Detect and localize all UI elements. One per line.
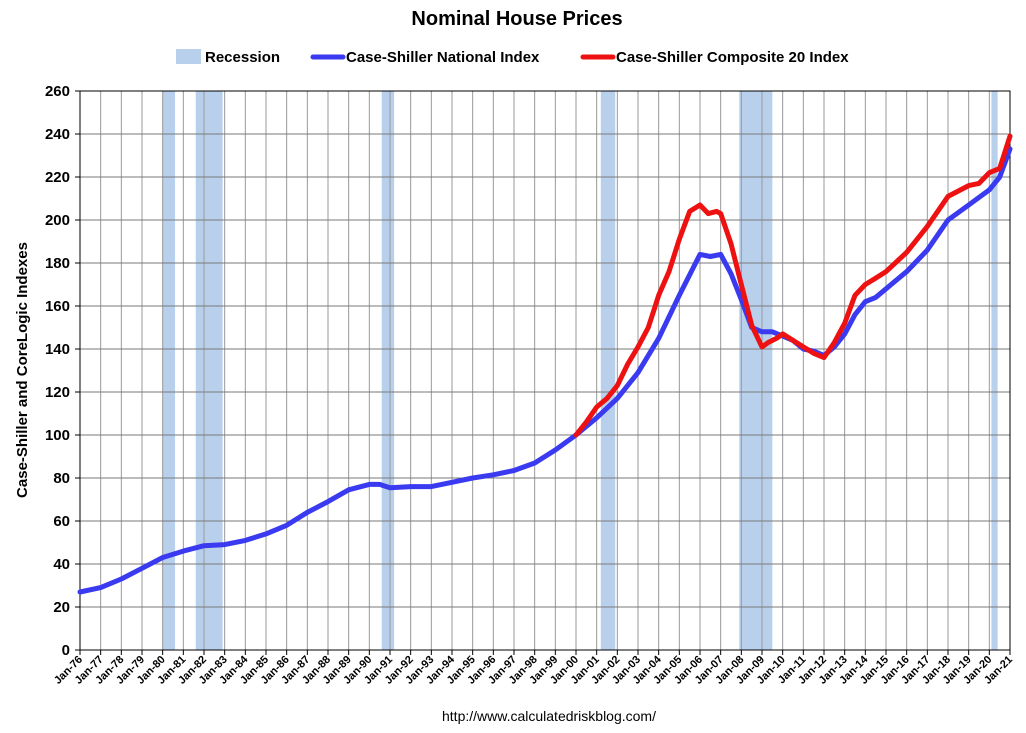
y-tick-label: 120 — [45, 384, 70, 401]
legend-label: Case-Shiller Composite 20 Index — [616, 49, 849, 66]
recession-band-3 — [381, 91, 395, 650]
chart-title: Nominal House Prices — [411, 8, 622, 30]
legend-swatch-recession — [176, 49, 201, 64]
y-tick-label: 20 — [53, 599, 70, 616]
recession-band-4 — [600, 91, 616, 650]
recession-band-1 — [162, 91, 176, 650]
y-axis-label: Case-Shiller and CoreLogic Indexes — [14, 242, 31, 498]
recession-band-6 — [991, 91, 998, 650]
legend: Recession Case-Shiller National Index Case… — [176, 49, 849, 66]
y-tick-label: 240 — [45, 126, 70, 143]
source-url: http://www.calculatedriskblog.com/ — [442, 708, 656, 724]
recession-band-5 — [739, 91, 773, 650]
legend-label: Case-Shiller National Index — [346, 49, 540, 66]
series-line-case-shiller-national — [77, 146, 1013, 595]
y-tick-label: 220 — [45, 169, 70, 186]
recession-band-2 — [195, 91, 223, 650]
y-tick-label: 200 — [45, 212, 70, 229]
series-line-case-shiller-composite-20 — [573, 133, 1013, 438]
legend-label: Recession — [205, 49, 280, 66]
y-tick-label: 40 — [53, 556, 70, 573]
y-tick-label: 100 — [45, 427, 70, 444]
y-tick-label: 0 — [62, 642, 70, 659]
plot-border — [79, 90, 1011, 651]
plot-background — [80, 91, 1010, 650]
plot-area: 020406080100120140160180200220240260Jan-… — [45, 83, 1015, 687]
y-tick-label: 260 — [45, 83, 70, 100]
y-tick-label: 180 — [45, 255, 70, 272]
y-tick-label: 140 — [45, 341, 70, 358]
y-tick-label: 60 — [53, 513, 70, 530]
y-tick-label: 80 — [53, 470, 70, 487]
y-tick-label: 160 — [45, 298, 70, 315]
